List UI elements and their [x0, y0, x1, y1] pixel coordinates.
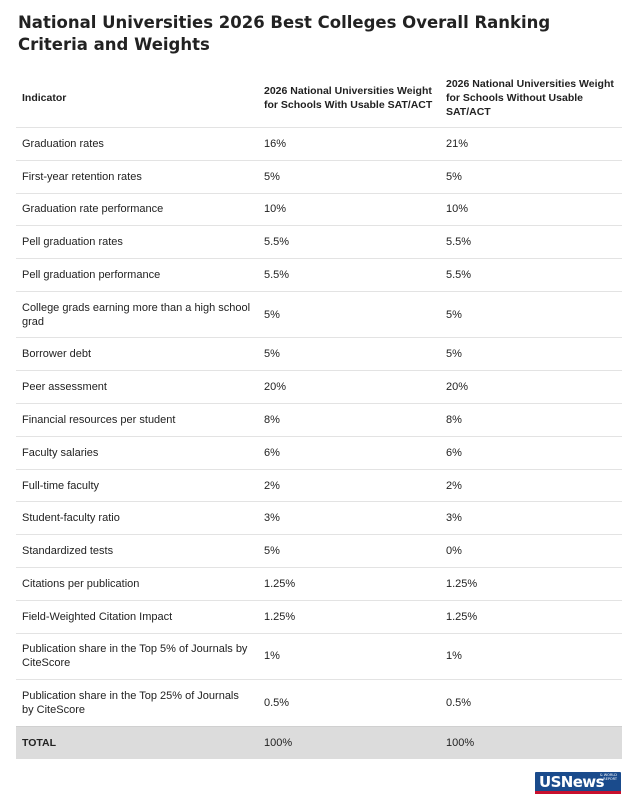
cell-without-sat: 0% [440, 534, 622, 568]
cell-indicator: Borrower debt [16, 337, 258, 371]
cell-indicator: Peer assessment [16, 370, 258, 404]
cell-without-sat: 20% [440, 370, 622, 404]
table-row: Borrower debt 5% 5% [16, 337, 622, 371]
table-row: College grads earning more than a high s… [16, 290, 622, 338]
cell-without-sat: 3% [440, 501, 622, 535]
cell-without-sat: 2% [440, 468, 622, 502]
header-with-sat: 2026 National Universities Weight for Sc… [264, 84, 433, 111]
criteria-table: Indicator 2026 National Universities Wei… [16, 68, 622, 760]
cell-indicator: Citations per publication [16, 567, 258, 601]
cell-without-sat: 8% [440, 403, 622, 437]
header-without-sat: 2026 National Universities Weight for Sc… [446, 77, 614, 118]
usnews-logo: & WORLD REPORT USNews [535, 772, 621, 794]
total-label: TOTAL [16, 725, 258, 760]
cell-indicator: Graduation rates [16, 127, 258, 161]
table-header-row: Indicator 2026 National Universities Wei… [16, 68, 622, 128]
cell-without-sat: 5.5% [440, 225, 622, 259]
cell-with-sat: 10% [258, 192, 440, 226]
table-row: Pell graduation rates 5.5% 5.5% [16, 225, 622, 259]
cell-indicator: Publication share in the Top 25% of Jour… [16, 679, 258, 727]
cell-indicator: College grads earning more than a high s… [16, 290, 258, 338]
cell-with-sat: 6% [258, 435, 440, 470]
cell-with-sat: 1.25% [258, 599, 440, 634]
table-row: Citations per publication 1.25% 1.25% [16, 567, 622, 601]
cell-with-sat: 5.5% [258, 225, 440, 259]
cell-without-sat: 5% [440, 337, 622, 371]
page-title: National Universities 2026 Best Colleges… [18, 13, 551, 54]
cell-with-sat: 20% [258, 370, 440, 404]
cell-with-sat: 1.25% [258, 567, 440, 601]
table-row: Financial resources per student 8% 8% [16, 403, 622, 437]
cell-with-sat: 5% [258, 159, 440, 194]
table-row: Full-time faculty 2% 2% [16, 468, 622, 502]
cell-without-sat: 1.25% [440, 567, 622, 601]
cell-indicator: Faculty salaries [16, 435, 258, 470]
table-row: First-year retention rates 5% 5% [16, 159, 622, 194]
cell-with-sat: 5% [258, 290, 440, 338]
total-with-sat: 100% [258, 725, 440, 760]
table-body: Graduation rates 16% 21% First-year rete… [16, 127, 622, 727]
cell-without-sat: 0.5% [440, 679, 622, 727]
table-row: Standardized tests 5% 0% [16, 534, 622, 568]
table-row: Student-faculty ratio 3% 3% [16, 501, 622, 535]
cell-indicator: Pell graduation performance [16, 258, 258, 292]
cell-indicator: Student-faculty ratio [16, 501, 258, 535]
cell-with-sat: 0.5% [258, 679, 440, 727]
cell-without-sat: 21% [440, 127, 622, 161]
cell-with-sat: 1% [258, 632, 440, 680]
table-row: Publication share in the Top 5% of Journ… [16, 632, 622, 680]
cell-indicator: Financial resources per student [16, 403, 258, 437]
cell-indicator: Graduation rate performance [16, 192, 258, 226]
cell-without-sat: 5% [440, 290, 622, 338]
table-row: Publication share in the Top 25% of Jour… [16, 679, 622, 727]
table-row: Field-Weighted Citation Impact 1.25% 1.2… [16, 599, 622, 634]
total-row: TOTAL 100% 100% [16, 725, 622, 760]
header-indicator: Indicator [22, 91, 67, 104]
logo-red-bar [535, 791, 621, 794]
cell-indicator: Pell graduation rates [16, 225, 258, 259]
logo-text: USNews [539, 773, 605, 791]
cell-with-sat: 3% [258, 501, 440, 535]
cell-with-sat: 8% [258, 403, 440, 437]
table-row: Pell graduation performance 5.5% 5.5% [16, 258, 622, 292]
cell-indicator: Field-Weighted Citation Impact [16, 599, 258, 634]
cell-with-sat: 16% [258, 127, 440, 161]
cell-indicator: Full-time faculty [16, 468, 258, 502]
table-row: Faculty salaries 6% 6% [16, 435, 622, 470]
cell-without-sat: 10% [440, 192, 622, 226]
total-without-sat: 100% [440, 725, 622, 760]
cell-indicator: Standardized tests [16, 534, 258, 568]
cell-without-sat: 1% [440, 632, 622, 680]
table-row: Graduation rate performance 10% 10% [16, 192, 622, 226]
cell-indicator: First-year retention rates [16, 159, 258, 194]
cell-indicator: Publication share in the Top 5% of Journ… [16, 632, 258, 680]
cell-without-sat: 1.25% [440, 599, 622, 634]
table-row: Graduation rates 16% 21% [16, 127, 622, 161]
logo-subtext: & WORLD REPORT [599, 773, 617, 781]
cell-without-sat: 6% [440, 435, 622, 470]
criteria-table-container: Indicator 2026 National Universities Wei… [16, 68, 622, 760]
cell-with-sat: 2% [258, 468, 440, 502]
cell-with-sat: 5.5% [258, 258, 440, 292]
cell-without-sat: 5% [440, 159, 622, 194]
cell-with-sat: 5% [258, 534, 440, 568]
cell-with-sat: 5% [258, 337, 440, 371]
table-row: Peer assessment 20% 20% [16, 370, 622, 404]
cell-without-sat: 5.5% [440, 258, 622, 292]
